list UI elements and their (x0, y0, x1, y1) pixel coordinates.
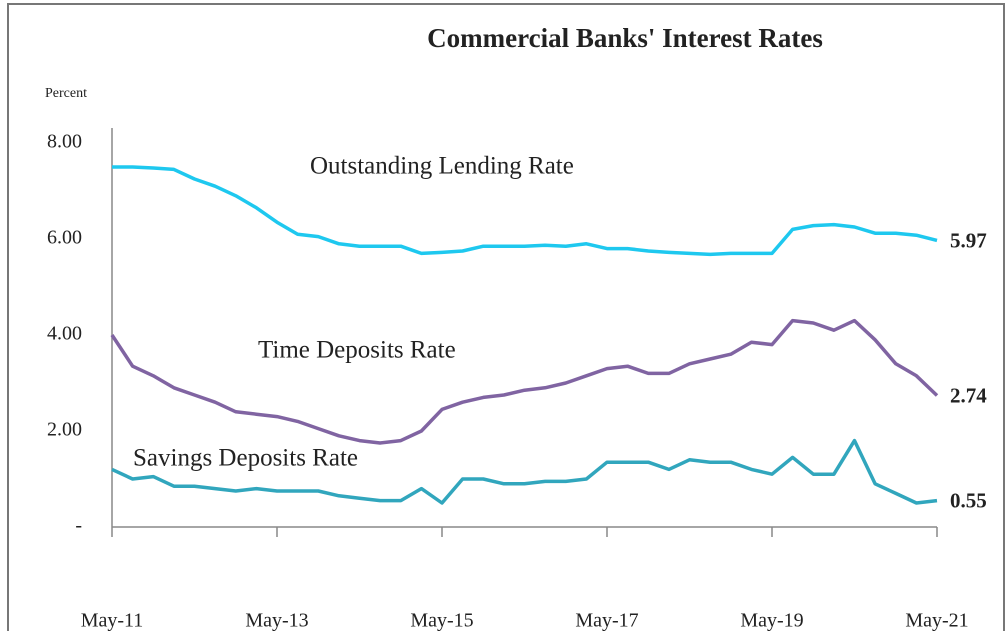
y-tick-label: - (75, 515, 82, 537)
y-tick-label: 6.00 (47, 227, 82, 249)
series-label: Outstanding Lending Rate (310, 153, 574, 180)
y-tick-label: 4.00 (47, 323, 82, 345)
y-axis-label: Percent (45, 86, 87, 101)
frame (7, 3, 1005, 631)
x-tick-label: May-17 (575, 610, 638, 631)
x-tick-label: May-19 (740, 610, 803, 631)
x-tick-label: May-21 (905, 610, 968, 631)
series-label: Time Deposits Rate (258, 337, 456, 364)
chart-title: Commercial Banks' Interest Rates (427, 23, 823, 53)
x-tick-label: May-15 (410, 610, 473, 631)
series-line (111, 438, 938, 505)
end-value-label: 0.55 (950, 488, 987, 512)
end-value-label: 5.97 (950, 228, 987, 252)
x-tick-label: May-11 (81, 610, 144, 631)
x-tick-label: May-13 (245, 610, 308, 631)
series-line (110, 318, 939, 445)
y-tick-label: 2.00 (47, 419, 82, 441)
series-label: Savings Deposits Rate (133, 445, 358, 472)
series-line (112, 165, 938, 257)
y-tick-label: 8.00 (47, 131, 82, 153)
end-value-label: 2.74 (950, 383, 987, 407)
